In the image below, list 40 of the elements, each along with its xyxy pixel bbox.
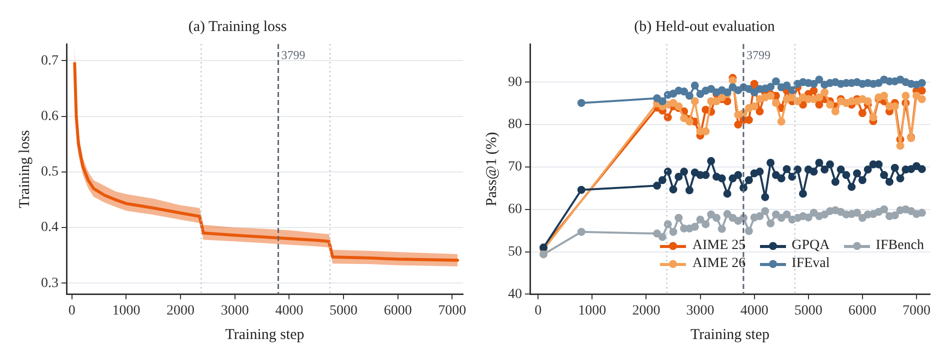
y-tick-label: 0.5 (41, 164, 58, 180)
x-axis-title: Training step (690, 326, 770, 343)
x-tick-label: 3000 (220, 303, 249, 318)
y-tick-label: 0.7 (41, 53, 58, 68)
x-tick-label: 6000 (848, 303, 876, 318)
x-tick-label: 7000 (438, 303, 466, 318)
y-tick-label: 0.4 (41, 220, 58, 236)
x-tick-label: 5000 (330, 303, 358, 318)
x-tick-label: 1000 (578, 303, 606, 318)
y-tick-label: 0.6 (41, 108, 58, 124)
x-tick-label: 6000 (384, 303, 412, 318)
x-tick-label: 4000 (275, 303, 304, 318)
x-tick-label: 3000 (686, 303, 714, 318)
y-tick-label: 70 (508, 160, 522, 175)
x-axis-title: Training step (225, 326, 304, 343)
x-tick-label: 2000 (166, 303, 195, 318)
x-tick-label: 2000 (632, 303, 660, 318)
x-tick-label: 1000 (112, 303, 140, 318)
x-tick-label: 4000 (740, 303, 768, 318)
chart-title: (a) Training loss (188, 18, 287, 35)
y-tick-label: 90 (508, 74, 522, 90)
x-tick-label: 7000 (902, 303, 930, 318)
chart-title: (b) Held-out evaluation (634, 18, 776, 35)
legend-label: IFBench (876, 238, 924, 254)
x-tick-label: 0 (68, 303, 76, 318)
ref-line-label: 3799 (281, 48, 306, 62)
x-tick-label: 5000 (794, 303, 822, 318)
legend-label: AIME 26 (692, 256, 746, 272)
y-tick-label: 0.3 (41, 276, 58, 291)
y-axis-title: Training loss (16, 130, 33, 208)
y-tick-label: 40 (508, 286, 522, 302)
y-tick-label: 60 (508, 202, 522, 218)
y-tick-label: 50 (508, 244, 522, 260)
ref-line-label: 3799 (746, 48, 770, 62)
y-tick-label: 80 (508, 117, 522, 132)
x-tick-label: 0 (534, 303, 542, 318)
y-axis-title: Pass@1 (%) (484, 132, 500, 206)
legend-label: IFEval (792, 256, 830, 272)
legend-label: GPQA (792, 238, 830, 254)
legend-label: AIME 25 (692, 238, 746, 254)
